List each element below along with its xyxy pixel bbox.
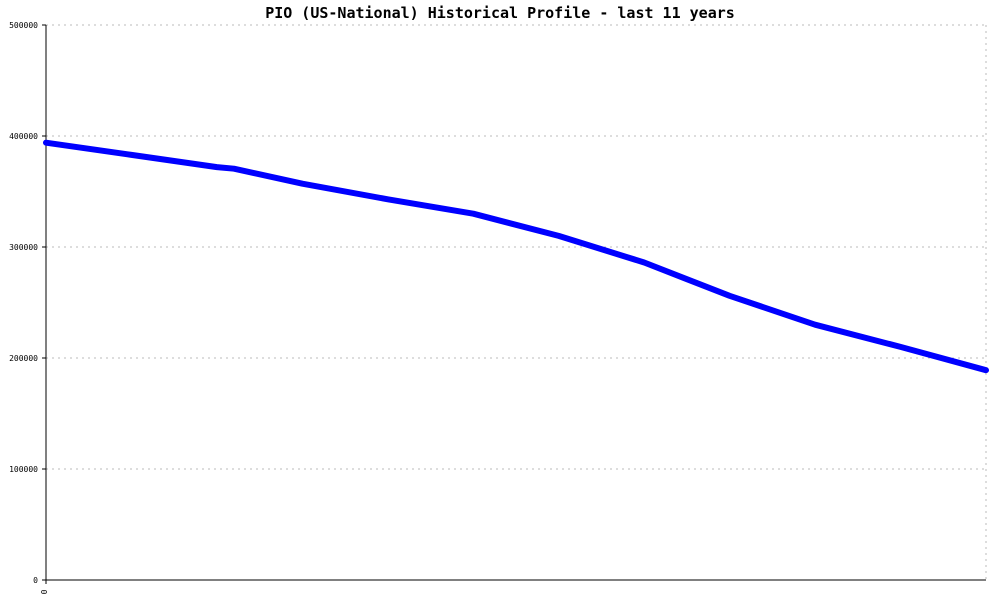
y-tick-label: 400000 — [9, 132, 38, 141]
chart-title: PIO (US-National) Historical Profile - l… — [265, 4, 735, 22]
y-tick-label: 100000 — [9, 465, 38, 474]
y-tick-label: 0 — [33, 576, 38, 585]
tick-labels: 0 100000 200000 300000 400000 500000 0 — [9, 21, 49, 594]
series-layer — [43, 139, 989, 374]
grid-lines — [46, 24, 987, 580]
axes — [42, 24, 986, 584]
x-tick-label: 0 — [40, 589, 49, 594]
y-tick-label: 200000 — [9, 354, 38, 363]
y-tick-label: 500000 — [9, 21, 38, 30]
y-tick-label: 300000 — [9, 243, 38, 252]
series-line-0 — [43, 139, 989, 374]
